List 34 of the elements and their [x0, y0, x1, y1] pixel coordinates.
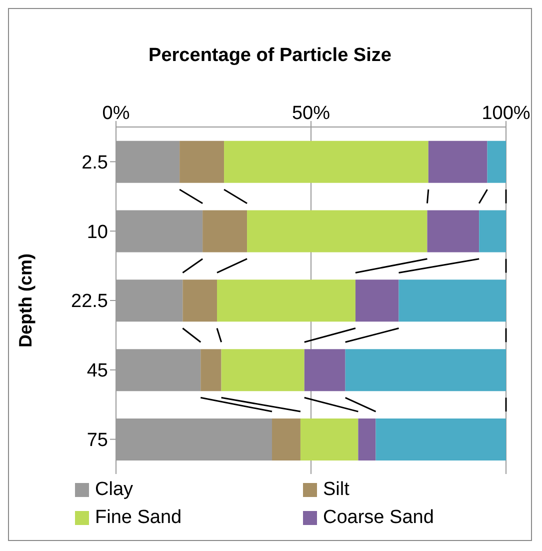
bar	[202, 210, 248, 252]
x-tick-label: 50%	[292, 103, 330, 124]
bar	[200, 349, 222, 392]
bar	[224, 140, 428, 183]
bar	[376, 418, 506, 460]
bar	[217, 280, 356, 322]
bar	[427, 210, 480, 252]
bar	[272, 418, 300, 460]
bar	[345, 349, 506, 392]
x-tick-label: 0%	[102, 103, 130, 124]
bar	[247, 210, 428, 252]
bar	[358, 418, 376, 460]
bar	[182, 280, 218, 322]
y-tick-label: 75	[86, 430, 108, 452]
legend-label: Coarse Sand	[323, 507, 434, 529]
y-axis-title: Depth (cm)	[15, 253, 36, 348]
bar	[398, 280, 506, 322]
legend-label: Clay	[95, 479, 134, 501]
legend-label: Silt	[323, 479, 350, 501]
bar	[479, 210, 506, 252]
chart-title: Percentage of Particle Size	[148, 45, 392, 67]
y-tick-label: 2.5	[82, 152, 108, 174]
y-tick-label: 45	[86, 360, 108, 382]
bar	[428, 140, 488, 183]
x-tick-label: 100%	[482, 103, 530, 124]
y-tick-label: 10	[86, 222, 108, 243]
bar	[300, 418, 358, 460]
legend-label: Fine Sand	[95, 507, 182, 529]
bar	[487, 140, 506, 183]
bar	[304, 349, 346, 392]
bar	[180, 140, 224, 183]
y-tick-label: 22.5	[71, 291, 108, 312]
bar	[221, 349, 304, 392]
bar	[355, 280, 399, 322]
